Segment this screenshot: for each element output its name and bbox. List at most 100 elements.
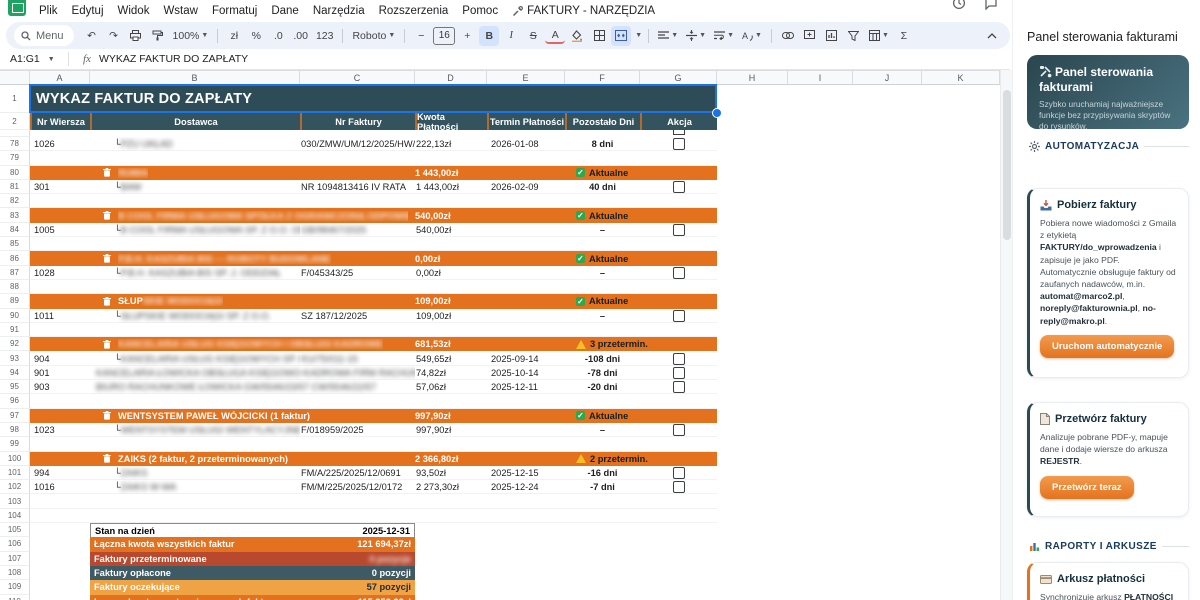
summary-row-107[interactable]: Faktury przeterminowane 4 pozycje [90,551,415,566]
cell-action[interactable] [640,266,717,280]
column-header-A[interactable]: A [30,70,90,85]
cell-days-left[interactable]: -7 dni [565,480,640,494]
group-row-bar[interactable]: SŁUPSKIE WODOCIĄGI 109,00zł ✓ Aktualne [30,294,717,309]
row-number[interactable]: 93 [0,351,30,366]
cell-invoice-number[interactable]: 030/ZMW/UM/12/2025/HW/M [300,137,415,151]
paint-format-button[interactable] [148,26,168,46]
row-number[interactable]: 1 [0,85,30,113]
row-number[interactable]: 82 [0,194,30,209]
row-number[interactable]: 100 [0,451,30,466]
group-row-bar[interactable]: P.B.H. KASZUBIA BIS — ROBOTY BUDOWLANE 0,… [30,251,717,266]
trash-icon[interactable] [103,168,111,177]
cell-supplier[interactable]: └ SŁUPSKIE WODOCIĄGI SP. Z O.O. [90,309,300,323]
col-header-nr-faktury[interactable]: Nr Faktury [300,113,415,130]
cell-amount[interactable]: 540,00zł [415,223,487,237]
menu-item-rozszerzenia[interactable]: Rozszerzenia [378,5,449,17]
font-select[interactable]: Roboto ▼ [352,29,396,42]
cell-due-date[interactable] [487,309,565,323]
blank-cells[interactable] [30,394,717,408]
row-number[interactable]: 92 [0,337,30,352]
group-row-bar[interactable]: KANCELARIA USŁUG KSIĘGOWYCH I OBSŁUGI KA… [30,337,717,352]
blank-cells[interactable] [30,194,717,208]
column-header-G[interactable]: G [640,70,717,85]
cell-due-date[interactable] [487,223,565,237]
group-row-bar[interactable]: WENTSYSTEM PAWEŁ WÓJCICKI (1 faktur) 997,… [30,408,717,423]
cell-action[interactable] [640,223,717,237]
menu-item-wstaw[interactable]: Wstaw [163,5,198,17]
decrease-decimals-button[interactable]: .0 [273,29,283,42]
cell-days-left[interactable]: -78 dni [565,366,640,380]
menu-item-edytuj[interactable]: Edytuj [71,5,104,17]
cell-supplier[interactable]: KANCELARIA ŁOWICKA OBSŁUGA KSIĘGOWO-KADR… [90,366,415,380]
cell-supplier[interactable]: └ P.B.H. KASZUBIA BIS SP. J. ODDZIAŁ [90,266,300,280]
cell-invoice-number[interactable]: FM/A/225/2025/12/0691 [300,466,415,480]
cell-days-left[interactable]: – [565,223,640,237]
summary-row-105[interactable]: Stan na dzień 2025-12-31 [90,523,415,538]
cell-days-left[interactable]: -20 dni [565,380,640,394]
action-checkbox[interactable] [672,181,685,194]
functions-button[interactable]: Σ [900,29,908,42]
przetworz-teraz-button[interactable]: Przetwórz teraz [1040,475,1134,499]
cell-invoice-number[interactable]: GB/98467/2025 [300,223,415,237]
action-checkbox[interactable] [672,352,685,365]
uruchom-automatycznie-button[interactable]: Uruchom automatycznie [1040,334,1175,358]
format-currency-button[interactable]: zł [230,29,239,42]
row-number[interactable]: 2 [0,113,30,130]
cell-invoice-number[interactable]: SZ 187/12/2025 [300,309,415,323]
cell-supplier[interactable]: └ BAW [90,180,300,194]
vertical-align-button[interactable]: ▼ [683,26,709,46]
group-row-bar[interactable]: B COOL FIRMA USŁUGOWA SPÓŁKA Z OGRANICZO… [30,208,717,223]
cell-supplier[interactable]: └ B COOL FIRMA USŁUGOWA SP. Z O.O. ODDZI… [90,223,300,237]
row-number[interactable]: 109 [0,580,30,595]
print-button[interactable] [126,26,146,46]
text-wrap-button[interactable]: ▼ [711,26,737,46]
undo-button[interactable]: ↶ [87,29,96,42]
format-percent-button[interactable]: % [251,29,261,42]
table-button[interactable]: ▼ [866,26,892,46]
row-number[interactable]: 83 [0,208,30,223]
row-number[interactable]: 106 [0,537,30,552]
cell-row-id[interactable]: 901 [30,366,90,380]
blank-cells[interactable] [30,509,717,523]
bold-button[interactable]: B [479,25,500,46]
action-checkbox[interactable] [672,366,685,379]
action-checkbox[interactable] [672,381,685,394]
text-rotation-button[interactable]: A ▼ [742,30,762,41]
col-header-termin[interactable]: Termin Płatności [487,113,565,130]
column-header-J[interactable]: J [853,70,922,85]
trash-icon[interactable] [103,411,111,420]
select-all-corner[interactable] [0,70,30,85]
row-number[interactable]: 101 [0,465,30,481]
row-number[interactable]: 85 [0,237,30,252]
row-number[interactable]: 86 [0,251,30,266]
column-header-I[interactable]: I [788,70,853,85]
row-number[interactable]: 80 [0,165,30,180]
cell-invoice-number[interactable]: KU/75/011-15 [300,351,415,365]
row-number[interactable]: 107 [0,551,30,566]
cell-invoice-number[interactable]: NR 1094813416 IV RATA [300,180,415,194]
trash-icon[interactable] [103,254,111,263]
summary-row-108[interactable]: Faktury opłacone 0 pozycji [90,565,415,581]
cell-days-left[interactable]: 8 dni [565,137,640,151]
summary-row-106[interactable]: Łączna kwota wszystkich faktur 121 694,37… [90,537,415,552]
cell-invoice-number[interactable]: FM/M/225/2025/12/0172 [300,480,415,494]
cell-supplier[interactable]: └ WENTSYSTEM USŁUGI WENTYLACYJNE [90,423,300,437]
collapse-toolbar-button[interactable] [982,26,1002,46]
menu-item-widok[interactable]: Widok [117,5,150,17]
cell-amount[interactable]: 549,65zł [415,351,487,365]
decrease-font-button[interactable]: − [418,29,425,42]
cell-due-date[interactable]: 2026-02-09 [487,180,565,194]
col-header-kwota[interactable]: Kwota Płatności [415,112,487,132]
cell-action[interactable] [640,351,717,365]
action-checkbox[interactable] [672,309,685,322]
name-box[interactable]: A1:G1 ▼ [10,53,55,65]
cell-due-date[interactable] [487,266,565,280]
cell-amount[interactable]: 2 273,30zł [415,480,487,494]
cell-supplier[interactable]: └ KANCELARIA USŁUG KSIĘGOWYCH SP. K. [90,351,300,365]
cell-due-date[interactable]: 2026-01-08 [487,137,565,151]
zoom-select[interactable]: 100% ▼ [172,29,209,42]
cell-supplier[interactable]: └ ZAIKS [90,466,300,480]
group-row-bar[interactable]: ZAIKS (2 faktur, 2 przeterminowanych) 2 3… [30,451,717,466]
cell-row-id[interactable]: 1016 [30,480,90,494]
formula-input[interactable]: WYKAZ FAKTUR DO ZAPŁATY [98,53,249,65]
